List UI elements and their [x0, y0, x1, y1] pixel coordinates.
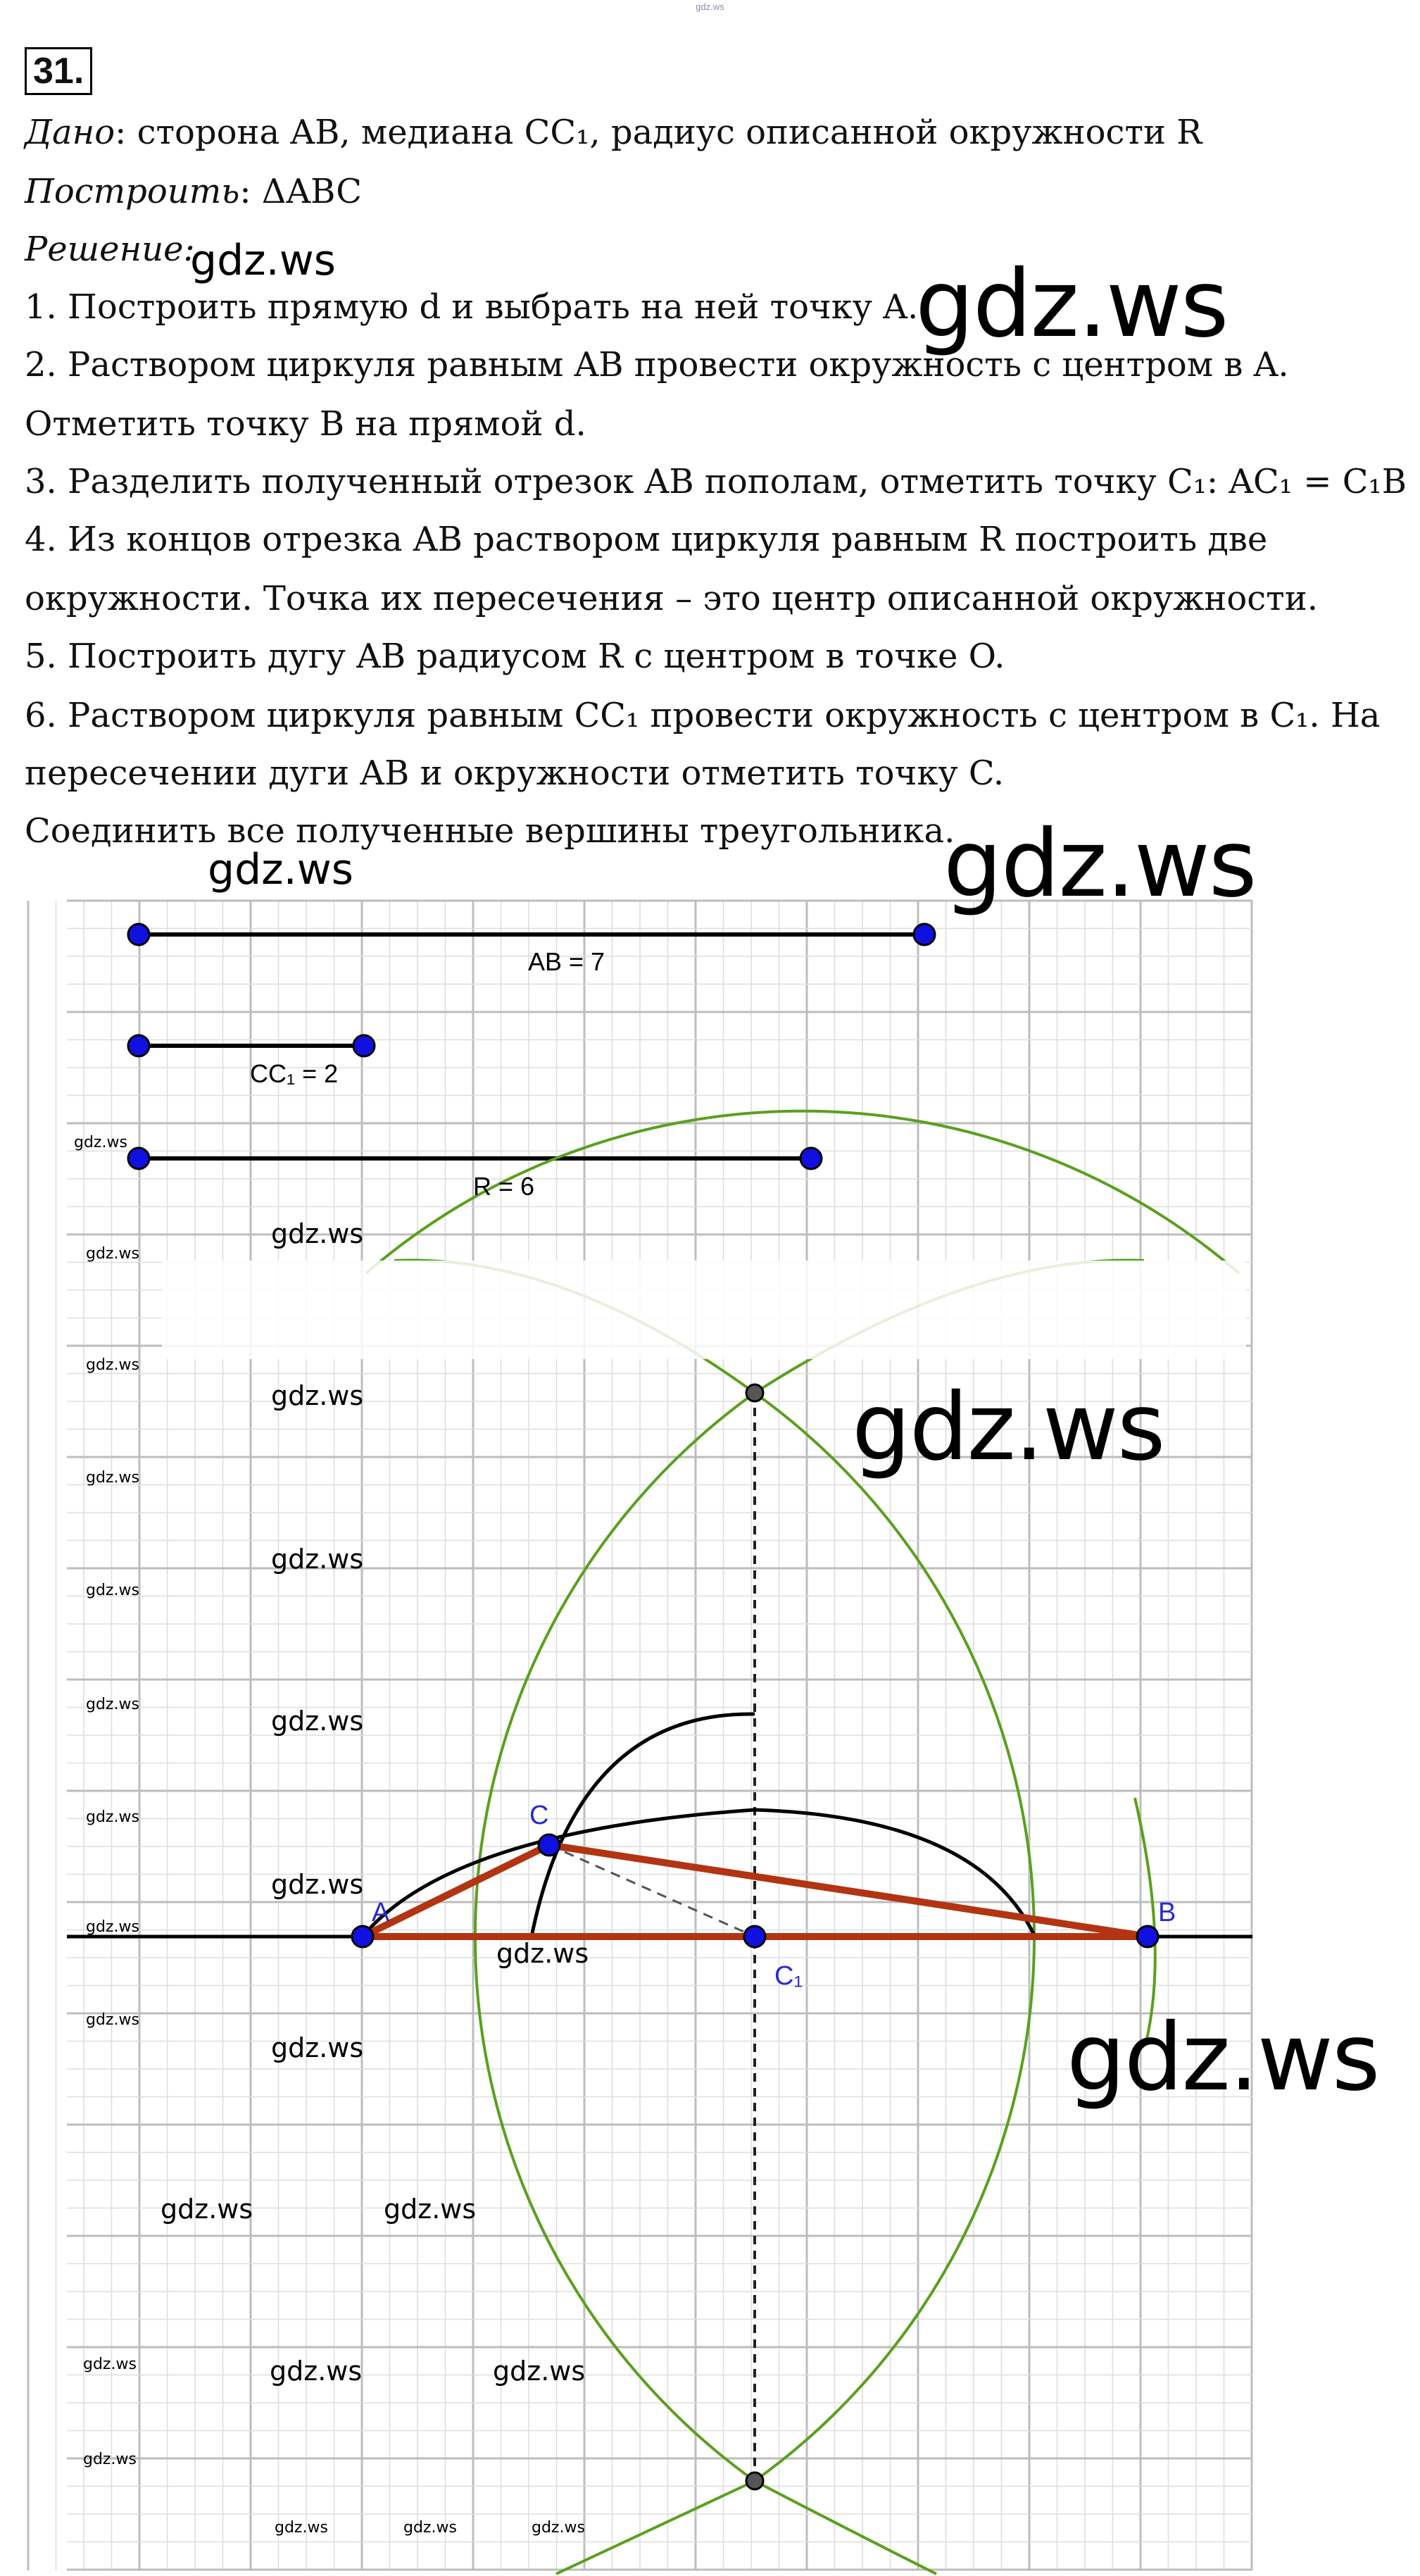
watermark: gdz.ws: [86, 1808, 139, 1826]
given-text: : сторона AB, медиана CC₁, радиус описан…: [115, 113, 1202, 152]
segment-ab-start-point: [127, 923, 151, 946]
solution-label: Решение:: [25, 230, 195, 269]
circle-c1-arc: [529, 1712, 755, 1937]
watermark: gdz.ws: [86, 1469, 139, 1487]
step-line: 3. Разделить полученный отрезок AB попол…: [25, 462, 1407, 501]
watermark: gdz.ws: [271, 1869, 364, 1900]
watermark: gdz.ws: [275, 2519, 328, 2537]
step-line: 4. Из концов отрезка AB раствором циркул…: [25, 520, 1268, 559]
watermark: gdz.ws: [83, 2356, 137, 2373]
circle-arc-bottom-left: [555, 2480, 755, 2575]
arc-ab: [361, 1808, 1037, 1938]
watermark: gdz.ws: [86, 1245, 139, 1263]
watermark: gdz.ws: [271, 1706, 364, 1737]
step-line: Соединить все полученные вершины треугол…: [25, 811, 955, 851]
watermark: gdz.ws: [86, 1582, 139, 1599]
step-line: пересечении дуги AB и окружности отметит…: [25, 754, 1005, 793]
label-ab-length: AB = 7: [528, 947, 605, 976]
watermark: gdz.ws: [74, 1134, 127, 1151]
watermark: gdz.ws: [86, 2011, 139, 2029]
step-line: Отметить точку B на прямой d.: [25, 404, 586, 444]
label-c: C: [529, 1801, 548, 1830]
intersection-point-bottom: [745, 2471, 765, 2491]
step-line: 6. Раствором циркуля равным CC₁ провести…: [25, 696, 1381, 735]
watermark: gdz.ws: [943, 810, 1257, 918]
watermark: gdz.ws: [86, 1918, 139, 1936]
white-band: [162, 1261, 1246, 1359]
segment-cc1-start-point: [127, 1034, 151, 1058]
watermark: gdz.ws: [384, 2194, 477, 2225]
given-line: Дано: сторона AB, медиана CC₁, радиус оп…: [25, 111, 1202, 154]
watermark: gdz.ws: [403, 2519, 457, 2537]
label-a: A: [372, 1898, 390, 1927]
watermark: gdz.ws: [271, 1380, 364, 1411]
step-line: окружности. Точка их пересечения – это ц…: [25, 579, 1318, 618]
watermark: gdz.ws: [1067, 2003, 1381, 2112]
watermark: gdz.ws: [86, 1356, 139, 1374]
task-number: 31.: [25, 47, 93, 95]
watermark: gdz.ws: [852, 1373, 1166, 1482]
point-a: [351, 1925, 375, 1949]
watermark: gdz.ws: [86, 1696, 139, 1713]
watermark: gdz.ws: [271, 2032, 364, 2063]
figure-labels: AB = 7 CC₁ = 2 R = 6 A B C C₁: [250, 947, 1176, 1991]
label-r-length: R = 6: [473, 1172, 534, 1201]
segment-cc1-end-point: [352, 1034, 376, 1058]
point-c1: [743, 1925, 767, 1949]
label-cc1-length: CC₁ = 2: [250, 1059, 338, 1088]
watermark: gdz.ws: [83, 2451, 137, 2468]
given-label: Дано: [25, 113, 115, 152]
header-watermark: gdz.ws: [696, 1, 724, 12]
label-c1: C₁: [774, 1961, 803, 1991]
segment-ab-end-point: [912, 923, 936, 946]
watermark: gdz.ws: [493, 2356, 586, 2387]
watermark: gdz.ws: [496, 1938, 589, 1969]
grid: [27, 899, 1253, 2571]
figure-shapes: [67, 923, 1252, 2575]
circle-arc-top-cut: [365, 1109, 1240, 1275]
point-b: [1136, 1925, 1160, 1949]
construct-text: : ΔABC: [239, 172, 362, 211]
watermark: gdz.ws: [208, 845, 354, 894]
step-line: 2. Раствором циркуля равным AB провести …: [25, 345, 1289, 384]
step-line: 5. Построить дугу AB радиусом R с центро…: [25, 637, 1005, 676]
watermark: gdz.ws: [190, 236, 337, 285]
intersection-point-top: [745, 1383, 765, 1403]
construct-line: Построить: ΔABC: [25, 170, 362, 213]
step-line: 1. Построить прямую d и выбрать на ней т…: [25, 287, 919, 327]
watermark: gdz.ws: [915, 250, 1229, 358]
segment-r-start-point: [127, 1146, 151, 1170]
label-b: B: [1158, 1898, 1176, 1927]
watermark: gdz.ws: [270, 2356, 363, 2387]
watermark: gdz.ws: [161, 2194, 253, 2225]
watermark: gdz.ws: [532, 2519, 585, 2537]
watermark: gdz.ws: [271, 1544, 364, 1575]
point-c: [537, 1833, 561, 1857]
circle-arc-bottom-right: [754, 2480, 937, 2575]
watermark: gdz.ws: [271, 1218, 364, 1249]
segment-r-end-point: [799, 1146, 823, 1170]
median-cc1: [548, 1844, 755, 1938]
construct-label: Построить: [25, 172, 240, 211]
